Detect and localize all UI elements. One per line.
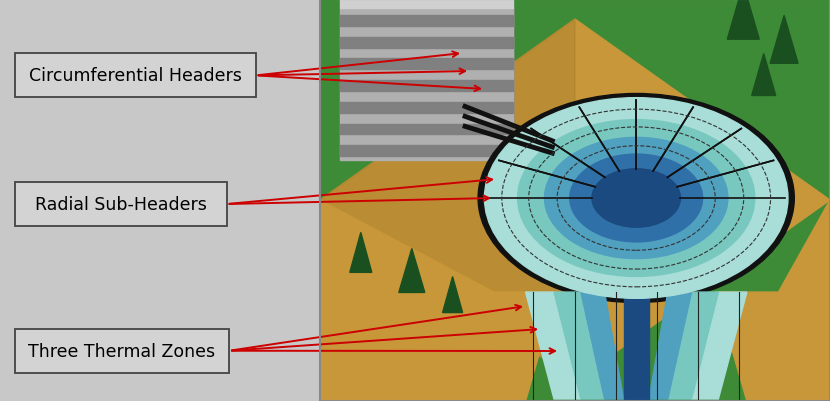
- Polygon shape: [340, 0, 513, 9]
- Bar: [340, 124, 513, 135]
- Polygon shape: [752, 55, 776, 96]
- Bar: [320, 0, 830, 401]
- FancyBboxPatch shape: [15, 329, 229, 373]
- Polygon shape: [349, 233, 372, 273]
- Polygon shape: [320, 20, 830, 381]
- Polygon shape: [754, 67, 773, 92]
- Bar: [340, 146, 513, 157]
- Polygon shape: [623, 292, 649, 399]
- Text: Circumferential Headers: Circumferential Headers: [29, 67, 242, 85]
- Ellipse shape: [478, 94, 794, 303]
- Polygon shape: [715, 200, 830, 401]
- FancyBboxPatch shape: [15, 54, 256, 98]
- Polygon shape: [727, 0, 759, 40]
- Polygon shape: [442, 277, 462, 313]
- Polygon shape: [668, 292, 719, 399]
- Polygon shape: [398, 249, 425, 293]
- Bar: [340, 9, 513, 160]
- Polygon shape: [691, 292, 747, 399]
- Polygon shape: [525, 292, 581, 399]
- Ellipse shape: [592, 169, 681, 228]
- Ellipse shape: [485, 98, 788, 299]
- Polygon shape: [320, 200, 557, 401]
- Bar: [340, 59, 513, 70]
- Bar: [340, 103, 513, 113]
- Ellipse shape: [518, 120, 754, 277]
- Polygon shape: [731, 2, 755, 34]
- Polygon shape: [649, 292, 691, 399]
- Polygon shape: [774, 30, 794, 59]
- Ellipse shape: [570, 155, 703, 242]
- Bar: [320, 0, 830, 401]
- Polygon shape: [445, 288, 460, 309]
- Polygon shape: [504, 8, 514, 176]
- Polygon shape: [770, 16, 798, 64]
- FancyBboxPatch shape: [15, 182, 227, 227]
- Polygon shape: [402, 262, 422, 288]
- Text: Radial Sub-Headers: Radial Sub-Headers: [35, 196, 207, 213]
- Polygon shape: [320, 20, 575, 381]
- Bar: [340, 81, 513, 92]
- Bar: [340, 16, 513, 27]
- Text: Three Thermal Zones: Three Thermal Zones: [28, 342, 216, 360]
- Bar: [340, 38, 513, 49]
- Polygon shape: [554, 292, 604, 399]
- Polygon shape: [581, 292, 623, 399]
- Ellipse shape: [544, 138, 728, 259]
- Polygon shape: [353, 245, 369, 269]
